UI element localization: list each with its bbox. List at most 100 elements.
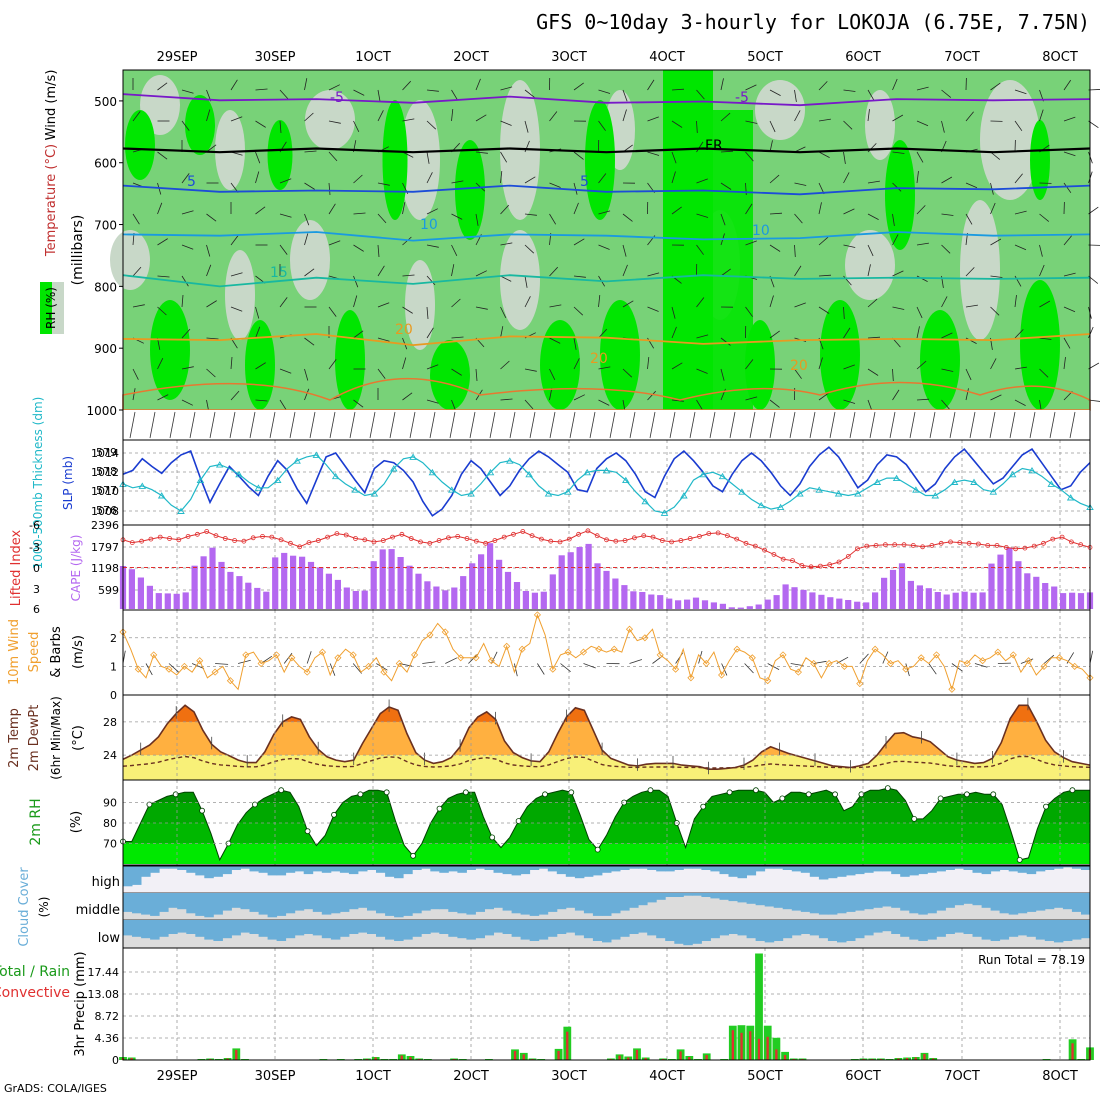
lifted-tick-label: 6 <box>33 603 40 616</box>
cloud-cover-bar <box>421 893 431 911</box>
pressure-tick-label: 500 <box>94 95 117 109</box>
cloud-cover-bar <box>873 920 883 933</box>
cloud-cover-bar <box>710 866 720 871</box>
cloud-cover-bar <box>367 866 377 870</box>
cloud-cover-bar <box>647 893 657 902</box>
cloud-cover-bar <box>367 893 377 911</box>
cloud-cover-bar <box>448 866 458 871</box>
top-date-label: 5OCT <box>747 50 783 65</box>
cloud-cover-bar <box>864 920 874 935</box>
cloud-cover-bar <box>430 893 440 909</box>
isotherm-label: 10 <box>752 223 770 239</box>
cloud-cover-bar <box>385 920 395 940</box>
cloud-cover-bar <box>394 866 404 878</box>
cloud-cover-bar <box>611 920 621 940</box>
cloud-cover-bar <box>593 893 603 916</box>
cloud-level-label: middle <box>76 903 120 918</box>
cape-bar <box>424 581 430 609</box>
cloud-cover-bar <box>213 893 223 915</box>
cloud-cover-bar <box>720 920 730 935</box>
rh-point <box>938 796 943 801</box>
cape-bar <box>863 602 869 609</box>
temp-axis-label: (6hr Min/Max) <box>49 696 63 780</box>
cloud-cover-bar <box>476 893 486 912</box>
rh-moist-area <box>125 110 155 180</box>
cloud-cover-bar <box>241 893 251 909</box>
wind-barb <box>284 653 292 663</box>
wind-barb <box>307 651 311 663</box>
cloud-cover-bar <box>801 866 811 873</box>
cloud-cover-bar <box>638 893 648 905</box>
cloud-cover-bar <box>855 920 865 938</box>
cloud-cover-bar <box>358 920 368 933</box>
cloud-cover-bar <box>729 866 739 877</box>
precip-convective-bar <box>767 1037 769 1060</box>
rh-point <box>569 790 574 795</box>
cloud-cover-bar <box>765 920 775 942</box>
cloud-cover-bar <box>792 866 802 871</box>
cape-bar <box>791 587 797 609</box>
precip-convective-bar <box>636 1050 638 1060</box>
wind-barb <box>537 664 544 675</box>
cloud-cover-bar <box>1009 893 1019 915</box>
precip-convective-bar <box>235 1050 237 1060</box>
cape-bar <box>165 593 171 609</box>
cape-bar <box>505 572 511 609</box>
chart-title: GFS 0~10day 3-hourly for LOKOJA (6.75E, … <box>380 10 1090 34</box>
cloud-cover-bar <box>557 893 567 909</box>
cape-bar <box>648 595 654 610</box>
rh-point <box>912 816 917 821</box>
lifted-tick-label: 0 <box>33 562 40 575</box>
cape-tick-label: 1198 <box>91 562 119 575</box>
isotherm-label: 15 <box>270 265 288 281</box>
cloud-cover-bar <box>150 866 160 873</box>
precip-convective-bar <box>923 1054 925 1060</box>
lifted-tick-label: 3 <box>33 583 40 596</box>
cloud-cover-bar <box>186 893 196 913</box>
cloud-cover-bar <box>376 893 386 913</box>
cape-bar <box>156 593 162 609</box>
run-total-label: Run Total = 78.19 <box>978 953 1085 967</box>
cloud-cover-bar <box>340 920 350 937</box>
cloud-cover-bar <box>620 920 630 937</box>
cloud-cover-bar <box>593 866 603 875</box>
cloud-cover-bar <box>692 920 702 944</box>
cloud-cover-bar <box>882 893 892 907</box>
bottom-date-label: 5OCT <box>747 1069 783 1084</box>
cloud-cover-bar <box>927 893 937 913</box>
cloud-cover-bar <box>584 920 594 938</box>
isotherm-label: 5 <box>187 174 196 190</box>
bottom-date-label: 3OCT <box>551 1069 587 1084</box>
wind-tick-label: 1 <box>110 660 117 673</box>
cape-bar <box>586 544 592 609</box>
cloud-cover-bar <box>313 866 323 871</box>
cloud-cover-bar <box>250 920 260 934</box>
cloud-cover-bar <box>656 920 666 938</box>
cape-bar <box>675 600 681 609</box>
cloud-cover-bar <box>1054 893 1064 908</box>
cloud-cover-bar <box>512 866 521 875</box>
cloud-cover-bar <box>358 893 368 908</box>
cloud-cover-bar <box>891 893 901 908</box>
cloud-cover-bar <box>485 920 495 935</box>
cape-bar <box>711 602 717 609</box>
cloud-cover-bar <box>674 893 684 897</box>
cloud-cover-bar <box>792 920 802 935</box>
cloud-cover-bar <box>656 866 666 871</box>
cloud-cover-bar <box>783 893 793 909</box>
cloud-cover-bar <box>412 920 422 937</box>
cape-bar <box>809 592 815 609</box>
rh-point <box>358 792 363 797</box>
cloud-cover-bar <box>286 866 296 873</box>
cape-bar <box>442 590 448 609</box>
rh-point <box>384 790 389 795</box>
cloud-cover-bar <box>1000 866 1010 870</box>
cape-tick-label: 599 <box>98 584 119 597</box>
cloud-cover-bar <box>141 893 151 915</box>
cloud-cover-bar <box>439 920 449 934</box>
cape-bar <box>317 567 323 609</box>
cloud-cover-bar <box>503 920 512 934</box>
cloud-cover-bar <box>349 866 359 874</box>
cloud-cover-bar <box>186 920 196 934</box>
